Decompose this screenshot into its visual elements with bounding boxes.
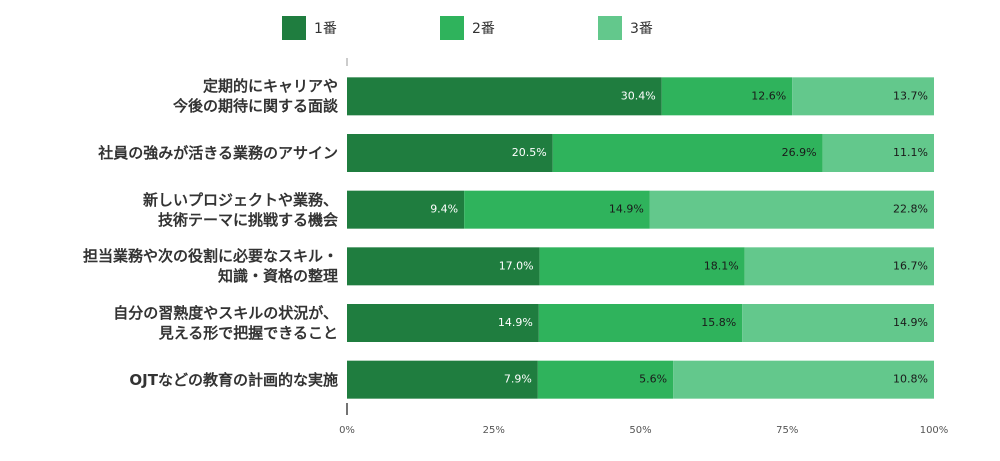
value-label: 26.9%	[782, 146, 817, 159]
value-label: 11.1%	[893, 146, 928, 159]
value-label: 14.9%	[893, 316, 928, 329]
category-label: 新しいプロジェクトや業務、 技術テーマに挑戦する機会	[142, 190, 338, 229]
bar-segment	[742, 304, 934, 342]
x-tick-label: 50%	[629, 425, 651, 436]
value-label: 18.1%	[704, 259, 739, 272]
bar-segment	[537, 360, 674, 399]
value-label: 14.9%	[498, 316, 533, 329]
x-tick-label: 100%	[920, 425, 949, 436]
bar-segment	[661, 77, 793, 116]
value-label: 30.4%	[621, 89, 656, 102]
bar-segment	[822, 134, 934, 172]
value-label: 7.9%	[504, 373, 532, 386]
value-label: 13.7%	[893, 89, 928, 102]
legend-swatch	[282, 16, 306, 40]
category-label: 担当業務や次の役割に必要なスキル・ 知識・資格の整理	[82, 247, 338, 286]
bar-segment	[347, 134, 553, 172]
bar-segment	[347, 304, 539, 342]
x-tick-label: 25%	[483, 425, 505, 436]
category-label: OJTなどの教育の計画的な実施	[129, 370, 338, 389]
value-label: 20.5%	[512, 146, 547, 159]
x-tick-label: 0%	[339, 425, 355, 436]
bar-segment	[464, 190, 650, 229]
bar-segment	[347, 247, 540, 286]
legend-label: 2番	[472, 21, 495, 37]
x-tick-label: 75%	[776, 425, 798, 436]
value-label: 10.8%	[893, 373, 928, 386]
category-label: 社員の強みが活きる業務のアサイン	[98, 144, 338, 162]
bar-segment	[552, 134, 823, 172]
legend-label: 3番	[630, 21, 653, 37]
legend-swatch	[440, 16, 464, 40]
value-label: 12.6%	[751, 89, 786, 102]
bar-segment	[347, 360, 538, 399]
value-label: 9.4%	[430, 203, 458, 216]
category-label: 定期的にキャリアや 今後の期待に関する面談	[172, 77, 338, 116]
category-label: 自分の習熟度やスキルの状況が、 見える形で把握できること	[113, 304, 338, 342]
legend-swatch	[598, 16, 622, 40]
value-label: 14.9%	[609, 203, 644, 216]
value-label: 17.0%	[499, 259, 534, 272]
bar-segment	[673, 360, 934, 399]
value-label: 15.8%	[701, 316, 736, 329]
bar-segment	[347, 190, 465, 229]
bar-segment	[792, 77, 934, 116]
value-label: 16.7%	[893, 259, 928, 272]
value-label: 5.6%	[639, 373, 667, 386]
value-label: 22.8%	[893, 203, 928, 216]
legend-label: 1番	[314, 21, 337, 37]
bar-segment	[538, 304, 743, 342]
bar-segment	[539, 247, 745, 286]
bar-segment	[347, 77, 662, 116]
bar-segment	[744, 247, 934, 286]
bar-segment	[649, 190, 934, 229]
